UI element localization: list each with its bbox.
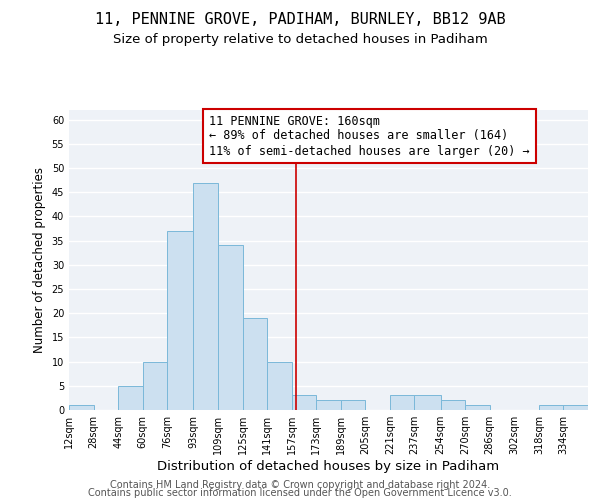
Bar [465,405,490,410]
Bar [167,231,193,410]
Text: Contains HM Land Registry data © Crown copyright and database right 2024.: Contains HM Land Registry data © Crown c… [110,480,490,490]
Text: Size of property relative to detached houses in Padiham: Size of property relative to detached ho… [113,32,487,46]
Bar [440,400,465,410]
Bar [292,396,316,410]
Bar [143,362,167,410]
X-axis label: Distribution of detached houses by size in Padiham: Distribution of detached houses by size … [157,460,500,473]
Bar [539,405,563,410]
Bar [242,318,267,410]
Bar [415,396,440,410]
Bar [563,405,588,410]
Bar [69,405,94,410]
Bar [267,362,292,410]
Text: 11 PENNINE GROVE: 160sqm
← 89% of detached houses are smaller (164)
11% of semi-: 11 PENNINE GROVE: 160sqm ← 89% of detach… [209,114,530,158]
Text: Contains public sector information licensed under the Open Government Licence v3: Contains public sector information licen… [88,488,512,498]
Y-axis label: Number of detached properties: Number of detached properties [33,167,46,353]
Bar [118,386,143,410]
Bar [390,396,415,410]
Text: 11, PENNINE GROVE, PADIHAM, BURNLEY, BB12 9AB: 11, PENNINE GROVE, PADIHAM, BURNLEY, BB1… [95,12,505,28]
Bar [316,400,341,410]
Bar [341,400,365,410]
Bar [193,182,218,410]
Bar [218,246,242,410]
